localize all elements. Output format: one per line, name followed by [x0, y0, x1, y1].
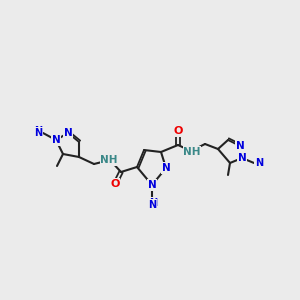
Text: N: N — [34, 126, 42, 136]
Text: N: N — [162, 163, 170, 173]
Text: N: N — [238, 153, 246, 163]
Text: N: N — [148, 180, 156, 190]
Text: NH: NH — [100, 155, 118, 165]
Text: N: N — [149, 198, 157, 208]
Text: N: N — [64, 128, 72, 138]
Text: N: N — [255, 158, 263, 168]
Text: N: N — [148, 200, 156, 210]
Text: O: O — [110, 179, 120, 189]
Text: N: N — [34, 128, 42, 138]
Text: O: O — [173, 126, 183, 136]
Text: N: N — [52, 135, 60, 145]
Text: NH: NH — [183, 147, 201, 157]
Text: N: N — [236, 141, 244, 151]
